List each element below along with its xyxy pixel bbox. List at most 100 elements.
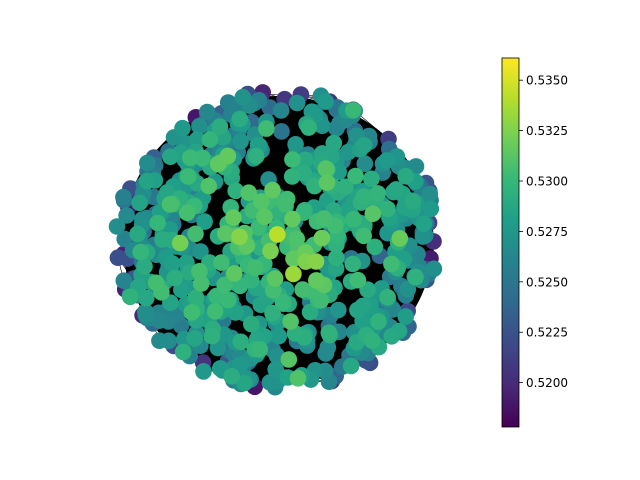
graph-node: [108, 218, 126, 235]
graph-node: [407, 158, 425, 175]
colorbar-ticks: 0.5200 0.5225 0.5250 0.5275 0.5300 0.5325 0.53…: [519, 74, 568, 390]
graph-node: [247, 259, 264, 277]
graph-node: [243, 315, 260, 333]
graph-node: [262, 242, 279, 260]
graph-node: [363, 170, 380, 188]
graph-node: [151, 312, 168, 329]
graph-node: [364, 205, 382, 222]
graph-node: [330, 301, 347, 319]
graph-node: [366, 238, 384, 256]
graph-node: [397, 308, 415, 325]
graph-node: [308, 272, 325, 289]
graph-node: [379, 200, 396, 218]
graph-node: [289, 370, 307, 387]
graph-node: [192, 243, 209, 260]
graph-node: [174, 119, 191, 137]
graph-node: [415, 215, 433, 232]
graph-node: [206, 303, 224, 320]
graph-node: [288, 230, 306, 248]
graph-node: [132, 243, 149, 261]
graph-node: [301, 303, 319, 321]
graph-node: [195, 363, 212, 380]
graph-node: [320, 324, 338, 342]
graph-node: [115, 188, 132, 206]
graph-node: [115, 272, 133, 290]
graph-node: [223, 368, 240, 385]
graph-node: [163, 255, 181, 272]
graph-node: [391, 230, 409, 247]
graph-node: [273, 123, 290, 140]
graph-node: [131, 194, 148, 212]
graph-node: [198, 103, 216, 121]
graph-node: [213, 254, 230, 271]
graph-node: [191, 117, 208, 135]
graph-node: [174, 343, 192, 361]
graph-node: [313, 229, 331, 247]
graph-node: [200, 177, 217, 195]
graph-node: [369, 185, 387, 202]
graph-node: [355, 227, 373, 245]
graph-node: [284, 210, 301, 228]
graph-node: [256, 208, 273, 226]
graph-node: [283, 168, 301, 185]
graph-node: [269, 226, 286, 243]
graph-node: [317, 160, 335, 177]
graph-node: [282, 313, 299, 330]
graph-node: [274, 294, 292, 311]
graph-nodes: [108, 84, 443, 396]
graph-node: [296, 151, 314, 169]
graph-node: [270, 327, 288, 345]
graph-node: [201, 131, 219, 148]
graph-node: [183, 304, 201, 321]
graph-node: [277, 196, 294, 213]
graph-node: [227, 304, 244, 321]
graph-node: [109, 249, 127, 266]
graph-node: [328, 249, 345, 267]
graph-node: [234, 88, 252, 106]
graph-node: [232, 133, 249, 150]
colorbar-tick-label: 0.5200: [526, 376, 568, 390]
graph-node: [325, 134, 343, 152]
graph-node: [187, 225, 204, 243]
graph-node: [252, 193, 270, 210]
graph-node: [287, 136, 304, 153]
graph-node: [191, 263, 208, 280]
graph-node: [186, 330, 203, 347]
colorbar-tick-label: 0.5325: [526, 124, 568, 138]
graph-node: [231, 110, 249, 128]
graph-node: [383, 328, 401, 345]
graph-node: [356, 155, 374, 172]
graph-node: [139, 154, 156, 172]
graph-node: [192, 275, 210, 292]
graph-node: [232, 333, 250, 351]
graph-node: [171, 234, 189, 252]
colorbar-tick-label: 0.5225: [526, 326, 568, 340]
graph-node: [397, 167, 415, 185]
graph-node: [349, 271, 367, 289]
graph-node: [219, 291, 237, 309]
graph-node: [300, 119, 318, 136]
colorbar-gradient: [501, 57, 520, 428]
graph-node: [378, 152, 396, 169]
graph-node: [258, 120, 275, 137]
graph-node: [425, 260, 443, 278]
graph-node: [319, 339, 337, 356]
graph-node: [306, 177, 323, 195]
graph-node: [160, 332, 177, 350]
colorbar: 0.5200 0.5225 0.5250 0.5275 0.5300 0.5325 0.53…: [501, 57, 568, 428]
graph-node: [355, 137, 373, 154]
graph-node: [129, 225, 146, 243]
graph-node: [355, 188, 373, 205]
graph-node: [364, 332, 381, 350]
graph-node: [136, 258, 153, 275]
graph-node: [379, 289, 396, 306]
graph-node: [196, 213, 213, 230]
graph-node: [345, 102, 362, 119]
graph-node: [280, 351, 298, 368]
graph-node: [383, 255, 400, 273]
graph-node: [161, 196, 179, 213]
graph-node: [407, 268, 424, 286]
graph-node: [182, 149, 199, 167]
graph-node: [272, 102, 290, 119]
graph-node: [342, 357, 360, 375]
